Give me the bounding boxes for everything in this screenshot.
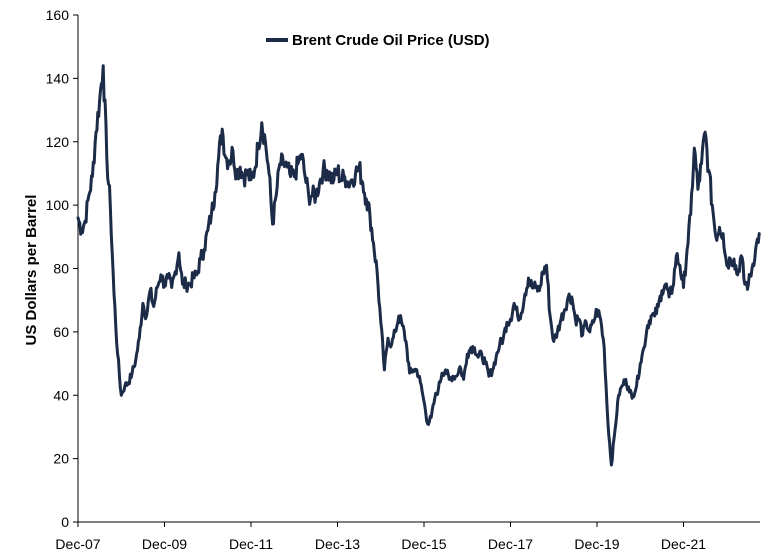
x-tick-label: Dec-13 bbox=[315, 536, 360, 552]
y-tick-label: 40 bbox=[53, 387, 69, 403]
y-tick-label: 120 bbox=[46, 134, 70, 150]
y-tick-label: 20 bbox=[53, 451, 69, 467]
y-tick-label: 80 bbox=[53, 261, 69, 277]
y-axis: 0 20 40 60 80 100 120 140 160 bbox=[46, 7, 78, 530]
x-tick-label: Dec-21 bbox=[661, 536, 706, 552]
y-tick-label: 160 bbox=[46, 7, 70, 23]
x-tick-label: Dec-07 bbox=[55, 536, 100, 552]
x-axis: Dec-07 Dec-09 Dec-11 Dec-13 Dec-15 Dec-17 Dec-… bbox=[55, 522, 706, 552]
y-tick-label: 60 bbox=[53, 324, 69, 340]
legend: Brent Crude Oil Price (USD) bbox=[266, 32, 490, 49]
y-tick-label: 100 bbox=[46, 197, 70, 213]
x-tick-label: Dec-11 bbox=[229, 536, 273, 552]
x-tick-label: Dec-17 bbox=[488, 536, 533, 552]
series-line-brent-crude bbox=[76, 64, 761, 467]
y-tick-label: 0 bbox=[61, 514, 69, 530]
x-tick-label: Dec-19 bbox=[574, 536, 619, 552]
legend-label: Brent Crude Oil Price (USD) bbox=[292, 32, 490, 49]
x-tick-label: Dec-09 bbox=[142, 536, 187, 552]
y-tick-label: 140 bbox=[46, 70, 70, 86]
y-axis-title: US Dollars per Barrel bbox=[23, 195, 40, 346]
x-tick-label: Dec-15 bbox=[401, 536, 446, 552]
